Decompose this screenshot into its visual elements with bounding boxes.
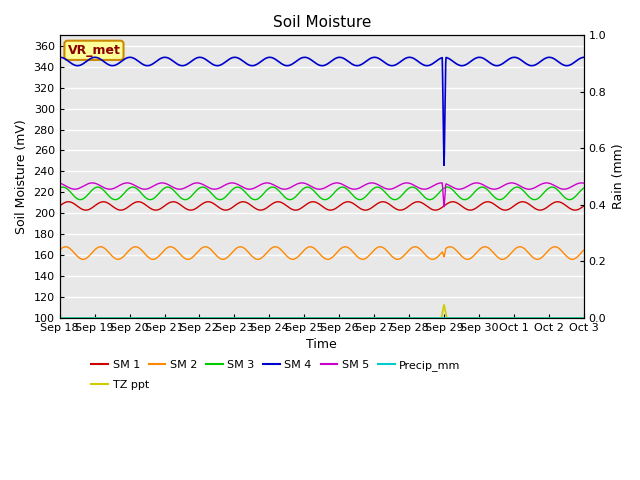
Legend: TZ ppt: TZ ppt [92,380,148,390]
Y-axis label: Rain (mm): Rain (mm) [612,144,625,209]
Y-axis label: Soil Moisture (mV): Soil Moisture (mV) [15,119,28,234]
Title: Soil Moisture: Soil Moisture [273,15,371,30]
Text: VR_met: VR_met [68,44,120,57]
X-axis label: Time: Time [307,338,337,351]
